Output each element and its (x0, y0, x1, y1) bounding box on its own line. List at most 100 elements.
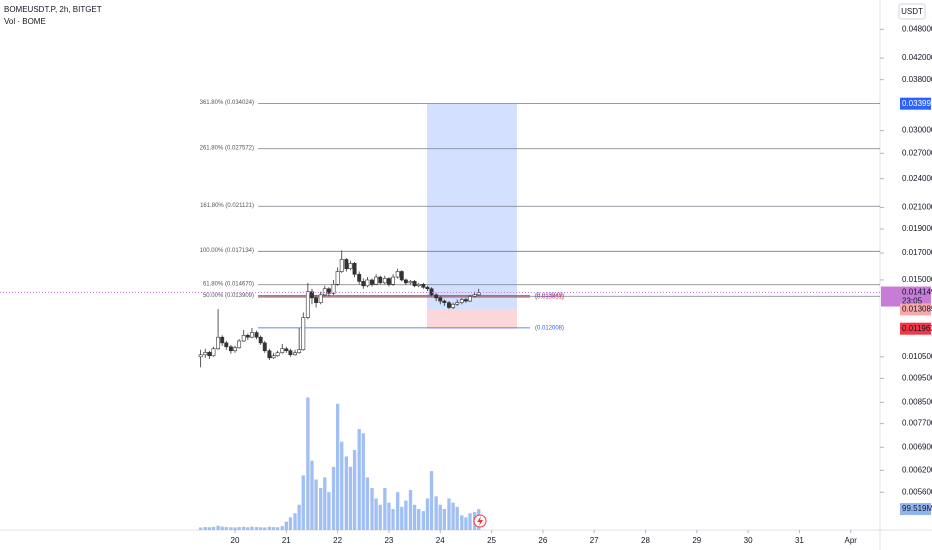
x-tick-label: 29 (692, 536, 701, 545)
volume-bar (348, 466, 353, 530)
candle-body (468, 296, 472, 302)
volume-bar (391, 508, 395, 530)
x-tick-label: 30 (744, 536, 753, 545)
candle-body (425, 286, 430, 290)
x-tick-label: 27 (590, 536, 599, 545)
volume-bar (340, 441, 344, 530)
fib-label: 50.00% (0.013909) (203, 293, 254, 299)
candle-body (331, 284, 336, 294)
currency-box[interactable] (898, 3, 926, 20)
volume-bar (301, 475, 305, 530)
position-stop-label: 0.011963 (902, 324, 932, 333)
candle-body (326, 288, 331, 294)
position-target-label: 0.033994 (902, 99, 932, 108)
volume-bar (421, 511, 425, 530)
volume-bar (267, 526, 272, 530)
volume-bar (425, 498, 430, 530)
volume-bar (460, 515, 464, 530)
x-tick-label: 21 (282, 536, 291, 545)
x-tick-label: 20 (231, 536, 240, 545)
volume-bar (387, 502, 391, 530)
volume-bar (198, 527, 203, 530)
position-target-box (900, 97, 931, 110)
volume-bar (224, 527, 228, 530)
volume-bar (284, 521, 288, 530)
candle-body (207, 352, 212, 357)
level-label: (0.013851) (535, 295, 564, 301)
candle-body (395, 271, 400, 278)
volume-bar (447, 498, 451, 530)
candle-body (344, 259, 349, 270)
volume-bar (314, 479, 318, 530)
candle-body (258, 336, 263, 344)
x-tick-label: 22 (333, 536, 342, 545)
volume-bar (310, 460, 314, 530)
candle-body (429, 288, 434, 296)
candle-body (237, 340, 242, 349)
candle-body (280, 348, 285, 354)
volume-bar (357, 429, 361, 530)
volume-bar (455, 506, 459, 530)
candle-body (211, 348, 216, 357)
volume-bar (344, 456, 349, 530)
volume-bar (293, 513, 297, 530)
candle-body (421, 284, 426, 288)
volume-bar (383, 487, 387, 530)
candle-body (399, 271, 404, 281)
candle-body (352, 263, 357, 275)
volume-bar (233, 527, 237, 530)
candle-body (382, 278, 387, 284)
candle-body (408, 281, 413, 284)
candle-body (455, 302, 460, 305)
volume-bar (229, 527, 233, 530)
volume-bar (451, 502, 455, 530)
candle-body (271, 355, 276, 359)
candle-body (438, 297, 443, 302)
x-tick-label: 24 (436, 536, 445, 545)
volume-bar (374, 498, 378, 530)
candle-body (233, 347, 237, 352)
candle-body (314, 297, 319, 303)
x-tick-label: 23 (384, 536, 393, 545)
candle-body (348, 263, 353, 270)
candle-body (403, 279, 408, 284)
candle-body (339, 259, 344, 272)
candle-body (386, 278, 391, 285)
candle-body (249, 332, 254, 338)
x-tick-label: 28 (641, 536, 650, 545)
candle-body (284, 348, 289, 352)
candle-body (365, 279, 370, 287)
candle-body (447, 302, 451, 308)
candle-body (416, 284, 421, 287)
volume-bar (271, 527, 276, 530)
candle-body (293, 352, 298, 356)
candle-body (476, 292, 481, 296)
currency[interactable]: USDT (901, 7, 923, 16)
volume-bar (464, 517, 468, 530)
current-price-box (881, 286, 931, 307)
chart-title: BOMEUSDT.P, 2h, BITGET (4, 5, 102, 14)
x-tick-label: 25 (487, 536, 496, 545)
volume-bar (404, 500, 408, 530)
level-label: (0.012008) (535, 325, 564, 331)
x-tick-label: 31 (795, 536, 804, 545)
volume-bar (327, 492, 331, 530)
candle-body (374, 276, 379, 285)
candle-body (297, 349, 302, 354)
candle-body (412, 281, 417, 287)
candle-body (451, 303, 456, 308)
candle-body (220, 336, 225, 344)
